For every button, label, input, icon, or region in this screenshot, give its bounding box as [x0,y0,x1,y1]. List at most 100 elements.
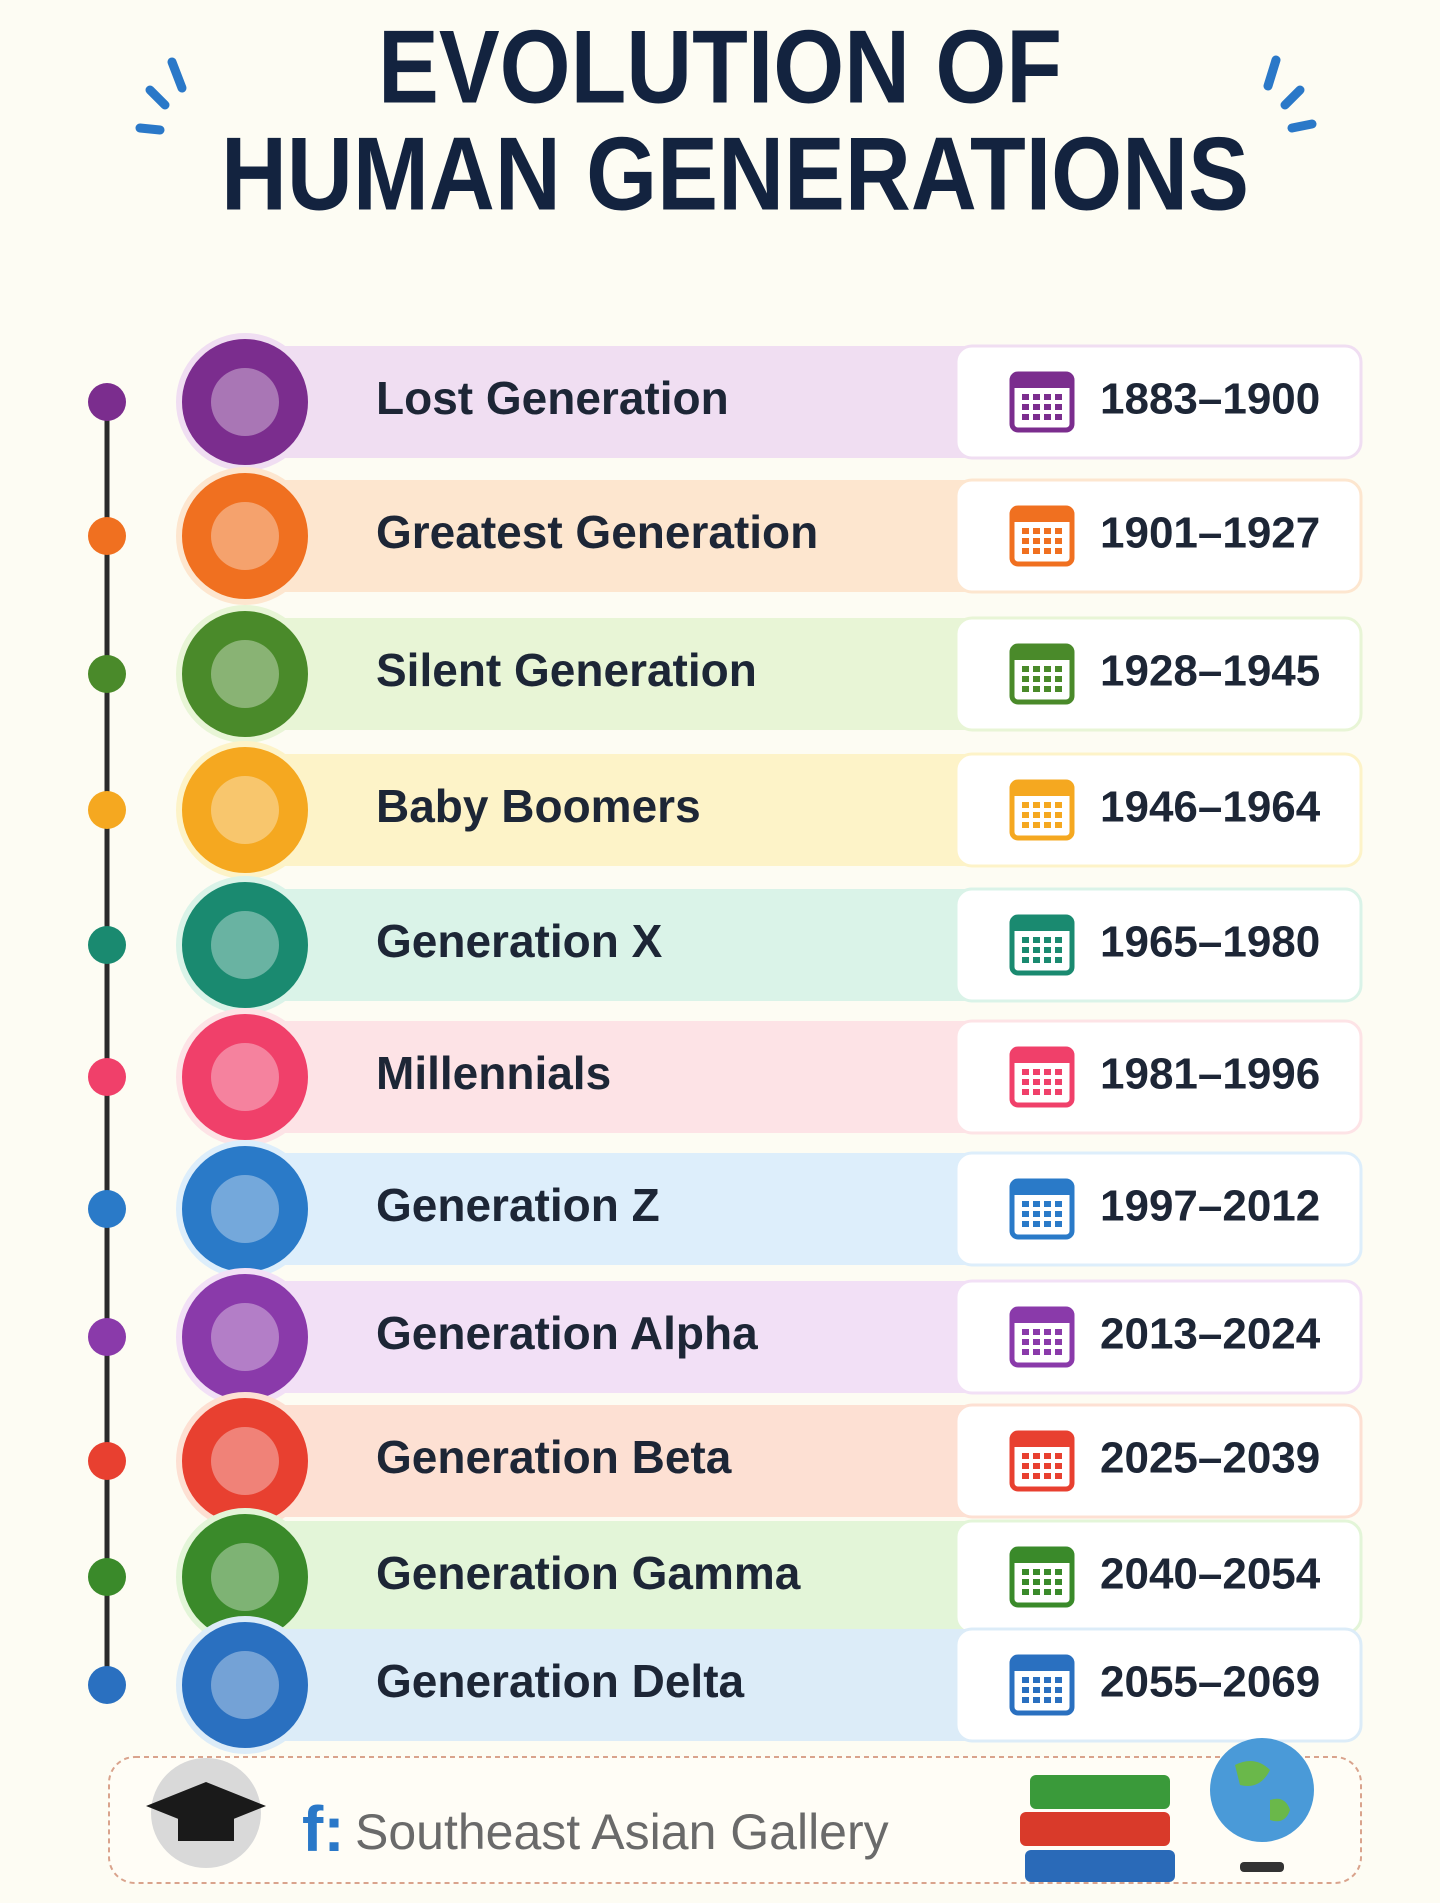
calendar-cell [1033,1589,1040,1595]
calendar-cell [1022,812,1029,818]
calendar-cell [1055,1677,1062,1683]
timeline-dot [88,1666,126,1704]
timeline-dot [88,1558,126,1596]
calendar-cell [1044,1473,1051,1479]
calendar-cell [1055,1079,1062,1085]
icon-inner [211,640,279,708]
calendar-cell [1033,937,1040,943]
calendar-cell [1044,1349,1051,1355]
calendar-top [1012,1181,1072,1195]
generation-years: 2013–2024 [1100,1310,1321,1359]
calendar-cell [1044,1089,1051,1095]
generation-name: Greatest Generation [376,506,818,558]
icon-inner [211,1175,279,1243]
calendar-cell [1044,1329,1051,1335]
calendar-cell [1055,394,1062,400]
calendar-cell [1022,1211,1029,1217]
calendar-cell [1033,414,1040,420]
calendar-cell [1033,1579,1040,1585]
calendar-cell [1044,947,1051,953]
generation-years: 1883–1900 [1100,375,1320,424]
calendar-cell [1033,1089,1040,1095]
calendar-cell [1044,1453,1051,1459]
sparkle-left [135,57,187,135]
calendar-top [1012,1549,1072,1563]
calendar-cell [1044,1069,1051,1075]
calendar-cell [1044,1201,1051,1207]
icon-inner [211,502,279,570]
calendar-cell [1022,686,1029,692]
books-icon [1020,1775,1175,1882]
calendar-cell [1033,666,1040,672]
generation-years: 1997–2012 [1100,1182,1320,1231]
calendar-cell [1055,947,1062,953]
calendar-cell [1055,404,1062,410]
calendar-cell [1055,802,1062,808]
calendar-top [1012,1309,1072,1323]
generation-row: Generation Gamma 2040–2054 [88,1508,1363,1646]
calendar-cell [1022,947,1029,953]
calendar-cell [1055,548,1062,554]
calendar-cell [1033,1329,1040,1335]
calendar-cell [1055,1349,1062,1355]
calendar-cell [1044,1697,1051,1703]
calendar-cell [1055,528,1062,534]
timeline-dot [88,926,126,964]
calendar-cell [1044,538,1051,544]
generation-name: Generation Gamma [376,1547,801,1599]
calendar-cell [1022,1579,1029,1585]
calendar-cell [1033,1339,1040,1345]
calendar-top [1012,1433,1072,1447]
calendar-cell [1022,1697,1029,1703]
generation-row: Generation Delta 2055–2069 [88,1616,1363,1754]
calendar-cell [1044,1339,1051,1345]
calendar-cell [1055,414,1062,420]
calendar-cell [1044,1677,1051,1683]
calendar-cell [1044,414,1051,420]
calendar-cell [1022,528,1029,534]
globe-stand [1240,1862,1284,1872]
calendar-cell [1055,1329,1062,1335]
calendar-cell [1022,414,1029,420]
calendar-cell [1022,666,1029,672]
footer-prefix: f: [302,1793,345,1865]
calendar-cell [1044,957,1051,963]
calendar-cell [1022,1089,1029,1095]
calendar-cell [1055,1201,1062,1207]
calendar-cell [1033,394,1040,400]
calendar-cell [1033,1463,1040,1469]
icon-inner [211,1651,279,1719]
timeline-dot [88,1318,126,1356]
icon-inner [211,1043,279,1111]
calendar-cell [1055,1453,1062,1459]
generation-name: Generation Delta [376,1655,745,1707]
calendar-cell [1022,1349,1029,1355]
calendar-cell [1022,1453,1029,1459]
generation-name: Generation X [376,915,663,967]
generation-years: 1946–1964 [1100,783,1321,832]
timeline-dot [88,517,126,555]
calendar-cell [1044,686,1051,692]
calendar-cell [1055,1473,1062,1479]
calendar-cell [1033,676,1040,682]
calendar-top [1012,374,1072,388]
calendar-cell [1044,812,1051,818]
calendar-cell [1033,528,1040,534]
generation-row: Lost Generation 1883–1900 [88,333,1363,471]
calendar-top [1012,1657,1072,1671]
calendar-cell [1033,1349,1040,1355]
calendar-cell [1033,1221,1040,1227]
timeline-dot [88,655,126,693]
calendar-top [1012,917,1072,931]
calendar-cell [1022,394,1029,400]
calendar-cell [1033,1677,1040,1683]
calendar-cell [1033,1473,1040,1479]
calendar-cell [1022,1329,1029,1335]
globe-land [1235,1761,1290,1822]
calendar-top [1012,508,1072,522]
calendar-cell [1033,1069,1040,1075]
calendar-cell [1022,1079,1029,1085]
grad-cap [146,1782,266,1830]
calendar-cell [1044,404,1051,410]
